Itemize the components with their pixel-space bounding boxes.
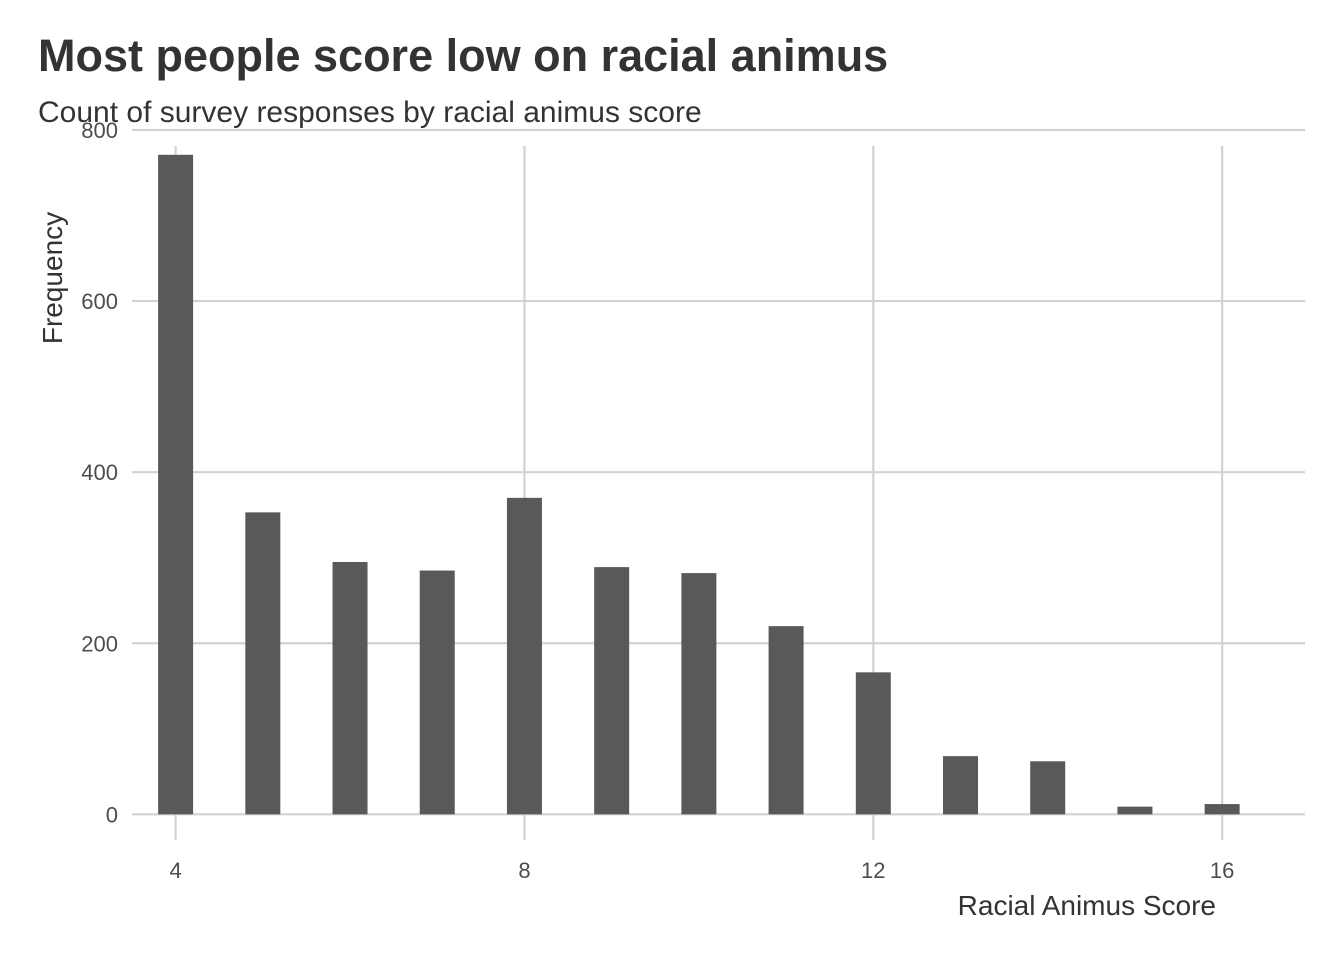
bar: [1204, 804, 1240, 815]
bar: [943, 756, 979, 815]
x-tick-label: 12: [861, 858, 885, 883]
chart-title: Most people score low on racial animus: [38, 30, 889, 81]
bar: [768, 626, 804, 815]
y-axis-title: Frequency: [37, 212, 68, 344]
y-tick-label: 200: [81, 631, 118, 656]
x-tick-labels: 4 8 12 16: [169, 858, 1234, 883]
bar: [1117, 806, 1153, 815]
bar: [158, 154, 194, 815]
bar: [594, 567, 630, 815]
y-tick-label: 800: [81, 118, 118, 143]
bar: [332, 561, 368, 815]
bar: [1030, 761, 1066, 815]
bar: [681, 573, 717, 815]
x-axis-title: Racial Animus Score: [958, 890, 1216, 921]
x-tick-label: 16: [1210, 858, 1234, 883]
bar: [419, 570, 455, 815]
bar: [245, 512, 281, 815]
y-tick-label: 0: [106, 802, 118, 827]
y-tick-label: 400: [81, 460, 118, 485]
x-tick-label: 8: [518, 858, 530, 883]
bars: [158, 154, 1240, 815]
chart-subtitle: Count of survey responses by racial anim…: [38, 96, 702, 129]
grid-lines: [132, 128, 1305, 840]
y-tick-labels: 0 200 400 600 800: [81, 118, 118, 827]
y-tick-label: 600: [81, 289, 118, 314]
x-tick-label: 4: [169, 858, 181, 883]
bar: [506, 497, 542, 815]
bar: [855, 672, 891, 815]
